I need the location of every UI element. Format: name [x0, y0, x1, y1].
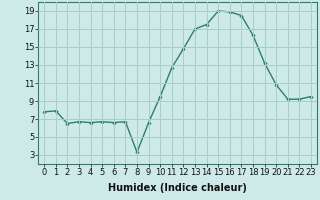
X-axis label: Humidex (Indice chaleur): Humidex (Indice chaleur) — [108, 183, 247, 193]
